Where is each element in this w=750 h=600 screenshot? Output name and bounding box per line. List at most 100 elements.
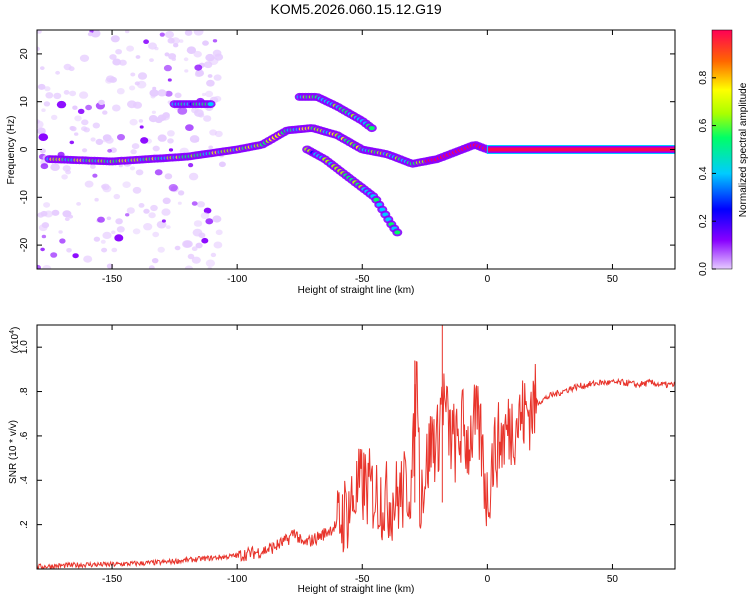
spectrogram-noise-blob — [76, 202, 81, 206]
spectrogram-noise-blob — [95, 138, 104, 145]
spectrogram-noise-blob — [132, 228, 141, 235]
snr-x-tick-label: -150 — [102, 574, 122, 585]
spectrogram-noise-blob — [133, 101, 142, 109]
spectrogram-noise-blob — [129, 118, 138, 126]
spectrogram-noise-blob — [50, 252, 58, 258]
spectrogram-noise-blob — [109, 54, 117, 60]
spectrogram-noise-blob — [167, 78, 172, 82]
spectrogram-noise-blob — [201, 237, 209, 244]
spectrogram-noise-blob — [177, 201, 182, 205]
spectrogram-noise-blob — [212, 39, 218, 43]
spectrogram-noise-blob — [55, 70, 60, 75]
spectrogram-noise-blob — [90, 164, 96, 169]
spectrogram-ridge-core — [382, 212, 389, 217]
spectrogram-noise-blob — [215, 229, 223, 236]
spectrogram-noise-blob — [198, 232, 206, 239]
spectrogram-noise-blob — [148, 212, 156, 219]
snr-panel: -150 -100 -50 0 50 .2 .4 .6 .8 1.0 Height of stra… — [8, 324, 676, 595]
spectrogram-ridge-core — [379, 207, 386, 212]
spectrogram-noise-blob — [148, 42, 157, 50]
spectrogram-noise-blob — [185, 124, 194, 131]
spectrogram-noise-blob — [165, 225, 171, 230]
spectrogram-noise-blob — [157, 246, 165, 253]
spectrogram-x-tick-label: -100 — [227, 274, 247, 285]
spectrogram-noise-blob — [203, 115, 212, 122]
spectrogram-noise-blob — [200, 212, 210, 220]
spectrogram-noise-blob — [37, 264, 41, 269]
spectrogram-noise-blob — [188, 172, 199, 181]
spectrogram-noise-blob — [150, 94, 156, 99]
colorbar-tick-label: 0.4 — [698, 166, 709, 180]
spectrogram-noise-blob — [213, 241, 223, 249]
spectrogram-noise-blob — [201, 92, 206, 97]
spectrogram-noise-blob — [106, 216, 112, 221]
spectrogram-noise-blob — [72, 253, 79, 259]
spectrogram-noise-blob — [183, 57, 189, 62]
spectrogram-noise-blob — [148, 265, 155, 269]
spectrogram-noise-blob — [93, 236, 101, 242]
spectrogram-ridge-core — [373, 197, 380, 202]
spectrogram-noise-blob — [102, 110, 108, 115]
spectrogram-noise-blob — [143, 39, 150, 44]
snr-x-tick-label: -100 — [227, 574, 247, 585]
spectrogram-noise-blob — [97, 216, 105, 223]
spectrogram-x-tick-label: 50 — [607, 274, 619, 285]
spectrogram-noise-blob — [126, 45, 134, 52]
spectrogram-noise-blob — [69, 90, 77, 97]
snr-x-tick-label: 50 — [607, 574, 619, 585]
spectrogram-noise-blob — [70, 126, 77, 132]
spectrogram-noise-blob — [129, 166, 136, 171]
spectrogram-x-tick-label: -50 — [355, 274, 370, 285]
spectrogram-noise-blob — [196, 72, 202, 77]
spectrogram-noise-blob — [155, 117, 163, 124]
spectrogram-noise-blob — [152, 231, 160, 238]
spectrogram-noise-blob — [167, 138, 174, 144]
spectrogram-noise-blob — [81, 119, 89, 126]
snr-series-line — [37, 360, 675, 569]
spectrogram-noise-blob — [208, 145, 214, 150]
spectrogram-noise-blob — [82, 148, 88, 153]
spectrogram-noise-blob — [161, 116, 167, 121]
spectrogram-y-tick-label: 10 — [19, 96, 30, 108]
spectrogram-noise-blob — [135, 169, 144, 176]
spectrogram-x-tick-label: -150 — [102, 274, 122, 285]
colorbar-tick-label: 0.0 — [698, 262, 709, 276]
spectrogram-noise-blob — [43, 202, 51, 208]
spectrogram-noise-blob — [167, 37, 175, 44]
spectrogram-noise-blob — [150, 204, 158, 212]
snr-y-tick-label: .2 — [19, 520, 30, 529]
spectrogram-noise-blob — [115, 49, 122, 55]
spectrogram-noise-blob — [151, 110, 156, 115]
snr-y-tick-label: .8 — [19, 387, 30, 396]
spectrogram-noise-blob — [114, 234, 124, 242]
spectrogram-noise-blob — [152, 86, 157, 90]
spectrogram-noise-blob — [161, 208, 171, 216]
spectrogram-noise-blob — [131, 143, 140, 150]
spectrogram-x-axis-label: Height of straight line (km) — [298, 285, 415, 296]
spectrogram-noise-blob — [112, 58, 122, 66]
spectrogram-noise-blob — [102, 134, 112, 142]
spectrogram-ridge-core — [376, 202, 383, 207]
spectrogram-noise-blob — [50, 163, 60, 171]
snr-y-tick-label: 1.0 — [19, 340, 30, 354]
spectrogram-noise-blob — [193, 220, 203, 227]
spectrogram-noise-blob — [83, 127, 90, 133]
spectrogram-noise-blob — [206, 79, 215, 87]
spectrogram-noise-blob — [106, 75, 115, 83]
spectrogram-noise-blob — [207, 266, 213, 269]
spectrogram-noise-blob — [177, 107, 188, 115]
spectrogram-noise-blob — [42, 265, 52, 269]
spectrogram-noise-blob — [62, 165, 71, 172]
spectrogram-noise-blob — [90, 137, 96, 142]
spectrogram-noise-blob — [68, 214, 74, 219]
spectrogram-noise-blob — [183, 240, 193, 248]
spectrogram-noise-blob — [130, 149, 137, 155]
spectrogram-noise-blob — [193, 50, 202, 58]
colorbar-tick-label: 0.8 — [698, 70, 709, 84]
spectrogram-y-axis-label: Frequency (Hz) — [6, 116, 17, 185]
spectrogram-noise-blob — [129, 85, 136, 91]
spectrogram-noise-blob — [61, 174, 68, 180]
spectrogram-noise-blob — [84, 180, 94, 188]
spectrogram-noise-blob — [167, 130, 175, 137]
spectrogram-y-tick-label: -10 — [19, 190, 30, 205]
